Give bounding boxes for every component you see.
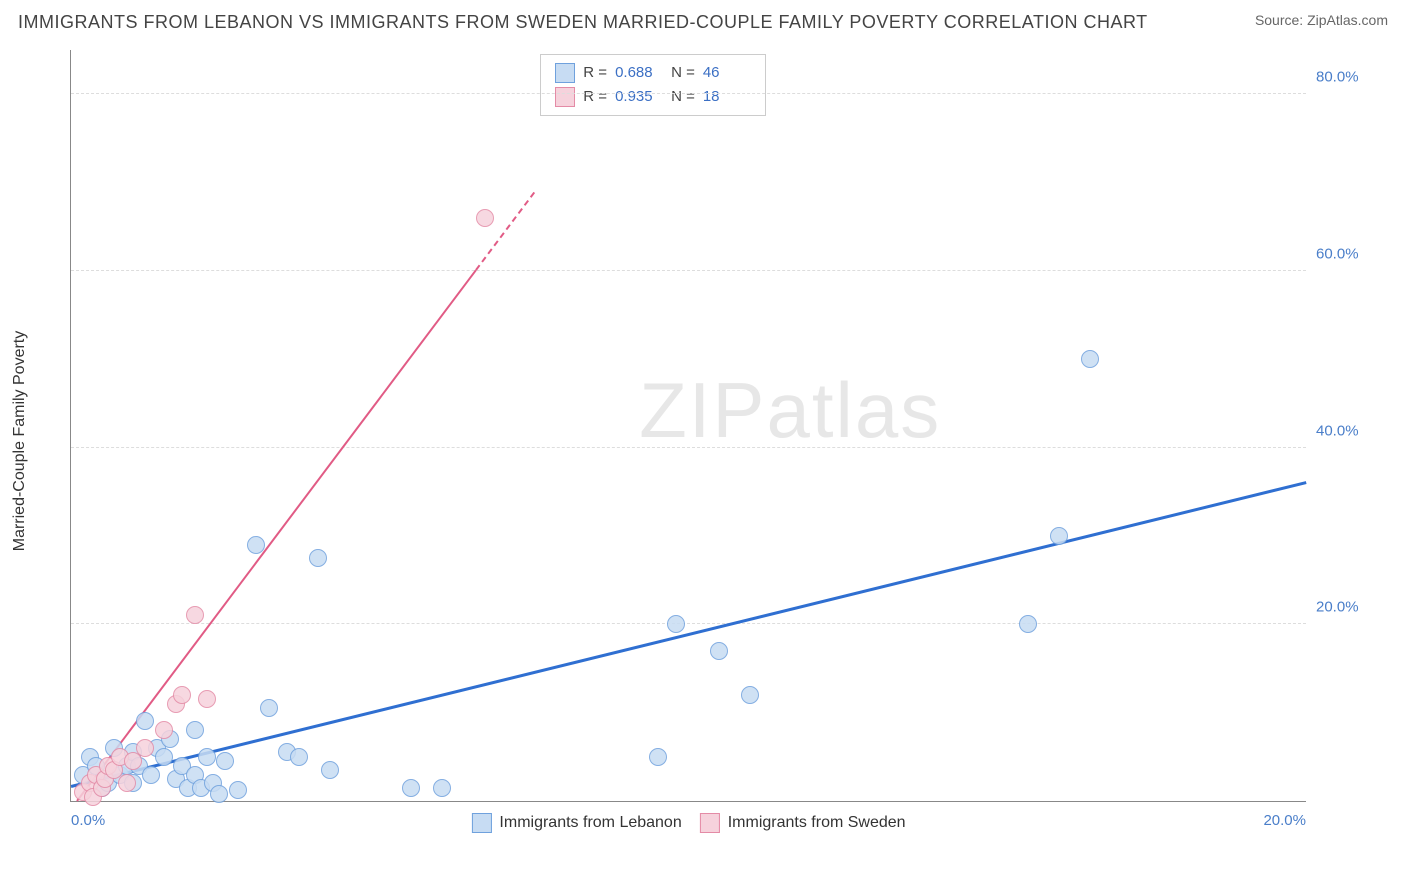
data-point xyxy=(1019,615,1037,633)
scatter-chart: ZIPatlas R =0.688N =46R =0.935N =18 Immi… xyxy=(70,50,1306,802)
n-label: N = xyxy=(671,61,695,85)
y-tick-label: 40.0% xyxy=(1316,422,1376,439)
data-point xyxy=(260,699,278,717)
plot-area: Married-Couple Family Poverty ZIPatlas R… xyxy=(50,50,1386,832)
data-point xyxy=(229,781,247,799)
data-point xyxy=(186,606,204,624)
data-point xyxy=(136,739,154,757)
legend-swatch xyxy=(555,63,575,83)
data-point xyxy=(402,779,420,797)
r-label: R = xyxy=(583,61,607,85)
data-point xyxy=(142,766,160,784)
legend-swatch xyxy=(471,813,491,833)
y-tick-label: 20.0% xyxy=(1316,599,1376,616)
data-point xyxy=(210,785,228,803)
data-point xyxy=(1081,350,1099,368)
watermark: ZIPatlas xyxy=(639,365,941,456)
x-tick-label: 0.0% xyxy=(71,812,105,829)
data-point xyxy=(247,536,265,554)
legend-swatch xyxy=(555,87,575,107)
data-point xyxy=(710,642,728,660)
data-point xyxy=(118,774,136,792)
data-point xyxy=(198,690,216,708)
legend-row: R = 0.935 N = 18 xyxy=(555,85,751,109)
stats-legend: R = 0.688 N = 46 R = 0.935 N = 18 xyxy=(540,54,766,116)
x-tick-label: 20.0% xyxy=(1263,812,1306,829)
r-value: 0.688 xyxy=(615,61,663,85)
n-value: 46 xyxy=(703,61,751,85)
data-point xyxy=(136,712,154,730)
data-point xyxy=(290,748,308,766)
data-point xyxy=(173,686,191,704)
trend-line xyxy=(475,192,535,271)
legend-row: R = 0.688 N = 46 xyxy=(555,61,751,85)
data-point xyxy=(198,748,216,766)
r-value: 0.935 xyxy=(615,85,663,109)
data-point xyxy=(155,748,173,766)
data-point xyxy=(667,615,685,633)
data-point xyxy=(741,686,759,704)
trend-line xyxy=(71,481,1307,787)
n-label: N = xyxy=(671,85,695,109)
data-point xyxy=(476,209,494,227)
data-point xyxy=(649,748,667,766)
data-point xyxy=(309,549,327,567)
legend-item: Immigrants from Sweden xyxy=(700,813,906,833)
legend-label: Immigrants from Lebanon xyxy=(499,814,681,832)
data-point xyxy=(433,779,451,797)
y-tick-label: 80.0% xyxy=(1316,69,1376,86)
source-label: Source: ZipAtlas.com xyxy=(1255,12,1388,28)
y-tick-label: 60.0% xyxy=(1316,245,1376,262)
gridline xyxy=(71,447,1306,448)
r-label: R = xyxy=(583,85,607,109)
n-value: 18 xyxy=(703,85,751,109)
gridline xyxy=(71,93,1306,94)
gridline xyxy=(71,270,1306,271)
data-point xyxy=(155,721,173,739)
page-title: IMMIGRANTS FROM LEBANON VS IMMIGRANTS FR… xyxy=(18,12,1148,33)
data-point xyxy=(186,721,204,739)
legend-item: Immigrants from Lebanon xyxy=(471,813,681,833)
data-point xyxy=(321,761,339,779)
data-point xyxy=(1050,527,1068,545)
series-legend: Immigrants from Lebanon Immigrants from S… xyxy=(471,813,905,833)
data-point xyxy=(216,752,234,770)
legend-label: Immigrants from Sweden xyxy=(728,814,906,832)
legend-swatch xyxy=(700,813,720,833)
y-axis-label: Married-Couple Family Poverty xyxy=(11,331,29,552)
gridline xyxy=(71,623,1306,624)
